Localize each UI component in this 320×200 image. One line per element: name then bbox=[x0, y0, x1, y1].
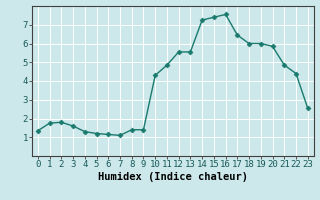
X-axis label: Humidex (Indice chaleur): Humidex (Indice chaleur) bbox=[98, 172, 248, 182]
